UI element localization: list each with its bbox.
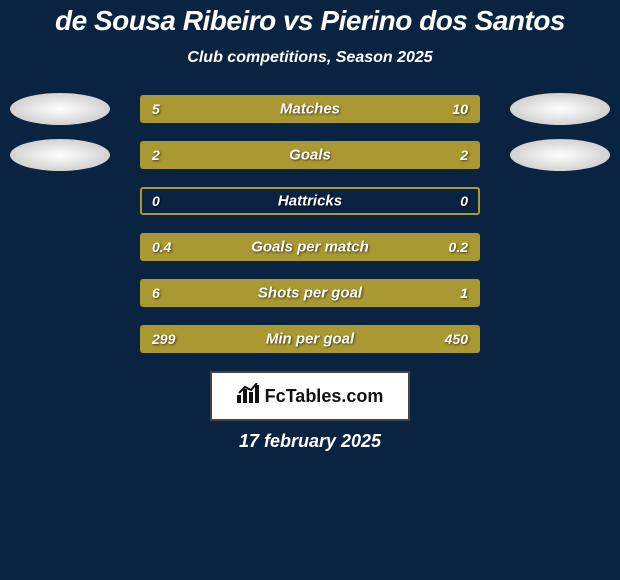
stat-value-right: 0.2 bbox=[449, 239, 468, 255]
stat-row: 0 0 Hattricks bbox=[0, 187, 620, 215]
stat-label: Goals per match bbox=[251, 239, 369, 256]
player-badge-right bbox=[510, 93, 610, 125]
player-badge-left bbox=[10, 139, 110, 171]
page-subtitle: Club competitions, Season 2025 bbox=[0, 49, 620, 67]
stat-row: 6 1 Shots per goal bbox=[0, 279, 620, 307]
brand-text: FcTables.com bbox=[265, 386, 384, 407]
stat-bar: 0 0 Hattricks bbox=[140, 187, 480, 215]
stat-label: Goals bbox=[289, 147, 331, 164]
stat-value-left: 6 bbox=[152, 285, 160, 301]
stat-value-left: 0.4 bbox=[152, 239, 171, 255]
stat-bar: 2 2 Goals bbox=[140, 141, 480, 169]
stat-value-right: 10 bbox=[452, 101, 468, 117]
stat-row: 0.4 0.2 Goals per match bbox=[0, 233, 620, 261]
stat-value-left: 2 bbox=[152, 147, 160, 163]
stat-value-left: 0 bbox=[152, 193, 160, 209]
stat-row: 2 2 Goals bbox=[0, 141, 620, 169]
chart-icon bbox=[237, 383, 259, 409]
stat-row: 299 450 Min per goal bbox=[0, 325, 620, 353]
brand-badge: FcTables.com bbox=[210, 371, 410, 421]
stat-value-right: 2 bbox=[460, 147, 468, 163]
stat-row: 5 10 Matches bbox=[0, 95, 620, 123]
stat-value-right: 450 bbox=[445, 331, 468, 347]
stat-value-left: 5 bbox=[152, 101, 160, 117]
stat-value-left: 299 bbox=[152, 331, 175, 347]
stat-label: Shots per goal bbox=[258, 285, 362, 302]
page-title: de Sousa Ribeiro vs Pierino dos Santos bbox=[0, 5, 620, 37]
player-badge-left bbox=[10, 93, 110, 125]
stat-value-right: 1 bbox=[460, 285, 468, 301]
stat-bar: 0.4 0.2 Goals per match bbox=[140, 233, 480, 261]
stat-label: Hattricks bbox=[278, 193, 342, 210]
bar-fill-left bbox=[142, 143, 310, 167]
bar-fill-right bbox=[310, 143, 478, 167]
stats-rows: 5 10 Matches 2 2 Goals 0 0 Hattricks 0.4 0.2 Goals … bbox=[0, 95, 620, 353]
stat-value-right: 0 bbox=[460, 193, 468, 209]
comparison-infographic: de Sousa Ribeiro vs Pierino dos Santos C… bbox=[0, 0, 620, 452]
date-text: 17 february 2025 bbox=[0, 431, 620, 452]
stat-bar: 6 1 Shots per goal bbox=[140, 279, 480, 307]
stat-bar: 299 450 Min per goal bbox=[140, 325, 480, 353]
stat-label: Min per goal bbox=[266, 331, 354, 348]
stat-bar: 5 10 Matches bbox=[140, 95, 480, 123]
player-badge-right bbox=[510, 139, 610, 171]
stat-label: Matches bbox=[280, 101, 340, 118]
bar-fill-right bbox=[430, 281, 478, 305]
